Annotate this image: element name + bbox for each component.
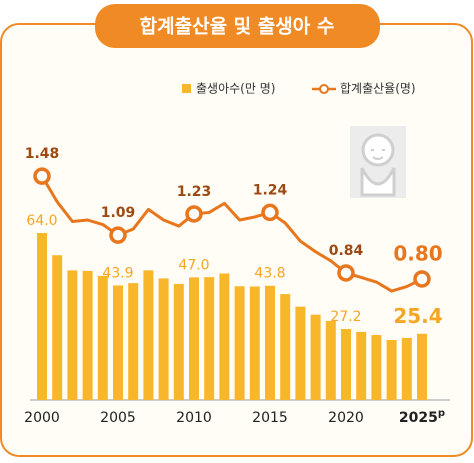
- bar: [52, 255, 63, 400]
- bar: [386, 340, 397, 400]
- x-tick-text: 2025: [399, 410, 438, 426]
- bar: [265, 285, 275, 400]
- bar: [97, 275, 108, 400]
- bar: [158, 278, 169, 400]
- line-value-label: 0.84: [329, 243, 364, 259]
- x-tick-text: 2020: [328, 410, 364, 426]
- line-value-label: 1.48: [25, 146, 60, 162]
- bar: [310, 314, 321, 400]
- bar: [219, 273, 230, 400]
- bar: [189, 277, 199, 400]
- line: [40, 175, 423, 293]
- x-tick-label: 2025p: [399, 408, 445, 426]
- legend-label: 합계출산율(명): [340, 82, 416, 96]
- bar-value-label: 43.9: [102, 265, 133, 281]
- x-tick-label: 2015: [252, 410, 288, 426]
- line-value-label: 1.23: [177, 184, 212, 200]
- baby-icon: [350, 126, 406, 198]
- line-value-label: 1.24: [253, 182, 288, 198]
- marker: [33, 167, 51, 185]
- bar: [417, 333, 427, 400]
- marker: [413, 270, 431, 288]
- bar: [325, 320, 336, 400]
- x-tick-label: 2010: [176, 410, 212, 426]
- bar-value-label: 47.0: [178, 257, 209, 273]
- title-pill: [95, 4, 380, 48]
- bar-value-label: 43.8: [254, 266, 285, 282]
- x-tick-text: 2000: [24, 410, 60, 426]
- x-tick-label: 2000: [24, 410, 60, 426]
- bar: [37, 233, 47, 400]
- line-value-label: 0.80: [393, 241, 442, 265]
- bar: [371, 335, 382, 400]
- x-tick-text: 2005: [100, 410, 136, 426]
- bar: [204, 277, 215, 400]
- marker: [109, 226, 127, 244]
- marker: [185, 205, 203, 223]
- marker: [337, 264, 355, 282]
- bar: [341, 329, 351, 400]
- bar-value-label: 25.4: [393, 304, 442, 328]
- line-value-label: 1.09: [101, 205, 136, 221]
- legend-label: 출생아수(만 명): [196, 82, 275, 96]
- bar: [295, 306, 306, 400]
- bar: [234, 286, 245, 400]
- bar-value-label: 64.0: [26, 213, 57, 229]
- bar: [401, 337, 412, 400]
- x-tick-label: 2005: [100, 410, 136, 426]
- bar: [67, 270, 78, 400]
- bar: [82, 270, 93, 400]
- bar: [173, 283, 184, 400]
- bar: [143, 270, 154, 400]
- x-tick-text: 2015: [252, 410, 288, 426]
- bar: [356, 331, 367, 400]
- x-tick-text: 2010: [176, 410, 212, 426]
- legend-swatch-marker: [319, 84, 329, 94]
- bar: [113, 285, 123, 400]
- x-tick-label: 2020: [328, 410, 364, 426]
- marker: [261, 203, 279, 222]
- provisional-mark: p: [438, 408, 445, 419]
- legend-swatch-bars: [182, 84, 191, 93]
- chart-title: 합계출산율 및 출생아 수: [140, 16, 335, 38]
- bar: [249, 286, 260, 400]
- bar: [128, 283, 139, 400]
- bar: [280, 294, 291, 400]
- bar-value-label: 27.2: [330, 309, 361, 325]
